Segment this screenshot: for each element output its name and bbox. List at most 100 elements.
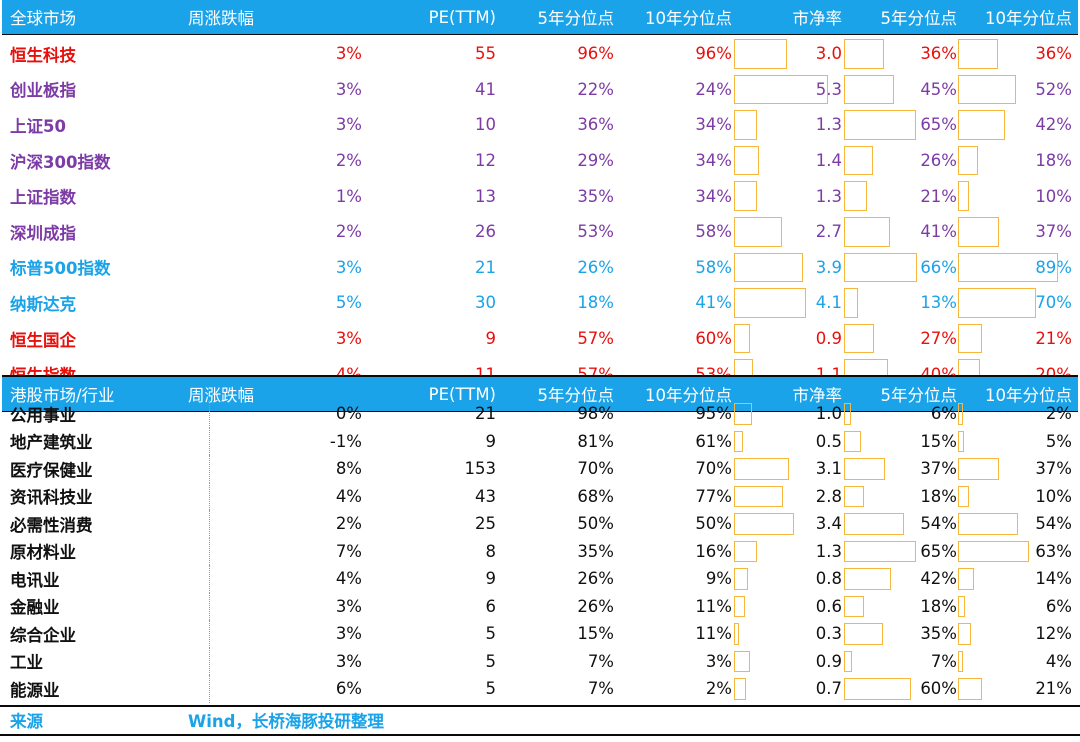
cell-weekly-change: 3% [335, 79, 362, 99]
cell-name: 公用事业 [10, 405, 76, 425]
cell-pb-5y-percentile: 65% [920, 541, 957, 561]
cell-pb-10y-percentile: 2% [1045, 404, 1072, 424]
header-pb-ratio: 市净率 [792, 386, 843, 405]
pb-bar [734, 252, 803, 283]
cell-pe-ttm: 6 [485, 596, 497, 616]
cell-weekly-change: 5% [335, 293, 362, 313]
cell-weekly-change: 3% [335, 115, 362, 135]
cell-pe-ttm: 153 [464, 459, 497, 479]
header-weekly-change: 周涨跌幅 [188, 9, 254, 28]
cell-pb-ratio: 3.0 [815, 44, 842, 64]
header-pe-ttm: PE(TTM) [428, 384, 496, 404]
pb-bar [734, 110, 757, 140]
cell-pb-5y-percentile: 37% [920, 459, 957, 479]
cell-pb-10y-percentile: 10% [1035, 486, 1072, 506]
cell-name: 沪深300指数 [10, 152, 111, 172]
cell-pe-10y-percentile: 34% [695, 186, 732, 206]
cell-weekly-change: 8% [335, 459, 362, 479]
cell-pe-ttm: 41 [475, 79, 496, 99]
pb5-bar [844, 217, 890, 247]
column-divider [209, 455, 211, 483]
table-row: 标普500指数 3% 21 26% 58% 3.9 66% 89% [2, 250, 1078, 286]
header-pb-10y-percentile: 10年分位点 [985, 9, 1072, 28]
cell-weekly-change: 4% [335, 569, 362, 589]
header-pe-10y-percentile: 10年分位点 [645, 9, 732, 28]
cell-pb-10y-percentile: 37% [1035, 222, 1072, 242]
cell-pb-10y-percentile: 70% [1035, 293, 1072, 313]
table-row: 综合企业 3% 5 15% 11% 0.3 35% 12% [2, 620, 1078, 648]
cell-name: 地产建筑业 [10, 433, 93, 453]
cell-pe-ttm: 13 [475, 186, 496, 206]
pb-bar [734, 678, 746, 700]
cell-pe-5y-percentile: 22% [577, 79, 614, 99]
cell-pe-5y-percentile: 50% [577, 514, 614, 534]
table-row: 必需性消费 2% 25 50% 50% 3.4 54% 54% [2, 510, 1078, 538]
cell-pb-10y-percentile: 5% [1045, 431, 1072, 451]
pb-bar [734, 403, 752, 425]
header-pb-5y-percentile: 5年分位点 [880, 386, 958, 405]
cell-pe-5y-percentile: 81% [577, 431, 614, 451]
cell-pb-10y-percentile: 89% [1035, 257, 1072, 277]
cell-pe-ttm: 25 [475, 514, 496, 534]
pb-bar [734, 217, 782, 247]
cell-pb-5y-percentile: 66% [920, 257, 957, 277]
cell-pe-10y-percentile: 9% [705, 569, 732, 589]
cell-pe-ttm: 30 [475, 293, 496, 313]
cell-pb-ratio: 3.1 [815, 459, 842, 479]
cell-weekly-change: 3% [335, 44, 362, 64]
cell-pb-5y-percentile: 21% [920, 186, 957, 206]
header-pe-5y-percentile: 5年分位点 [537, 386, 615, 405]
pb-bar [734, 650, 750, 672]
cell-weekly-change: 2% [335, 151, 362, 171]
cell-weekly-change: 0% [335, 404, 362, 424]
cell-pb-10y-percentile: 37% [1035, 459, 1072, 479]
cell-pb-ratio: 0.7 [815, 679, 842, 699]
cell-pe-10y-percentile: 11% [695, 596, 732, 616]
pb5-bar [844, 678, 911, 700]
cell-pe-ttm: 21 [475, 257, 496, 277]
cell-pe-10y-percentile: 61% [695, 431, 732, 451]
cell-pe-ttm: 43 [475, 486, 496, 506]
cell-name: 深圳成指 [10, 223, 76, 243]
cell-weekly-change: -1% [329, 431, 362, 451]
cell-pe-5y-percentile: 96% [577, 44, 614, 64]
cell-weekly-change: 3% [335, 624, 362, 644]
cell-pe-ttm: 10 [475, 115, 496, 135]
cell-pb-10y-percentile: 18% [1035, 151, 1072, 171]
cell-pe-5y-percentile: 7% [587, 651, 614, 671]
cell-name: 工业 [10, 653, 43, 673]
pb10-bar [958, 323, 982, 354]
cell-pb-5y-percentile: 6% [930, 404, 957, 424]
column-divider [209, 675, 211, 703]
pb-bar [734, 568, 748, 590]
cell-pe-10y-percentile: 95% [695, 404, 732, 424]
source-footer: 来源 Wind，长桥海豚投研整理 [2, 707, 1078, 733]
cell-pe-ttm: 9 [485, 569, 497, 589]
cell-pe-10y-percentile: 77% [695, 486, 732, 506]
cell-pb-5y-percentile: 18% [920, 486, 957, 506]
cell-pe-5y-percentile: 29% [577, 151, 614, 171]
pb10-bar [958, 623, 971, 645]
table-row: 金融业 3% 6 26% 11% 0.6 18% 6% [2, 592, 1078, 620]
cell-pb-5y-percentile: 36% [920, 44, 957, 64]
pb-bar [734, 458, 789, 480]
cell-weekly-change: 3% [335, 257, 362, 277]
pb10-bar [958, 217, 999, 247]
pb10-bar [958, 145, 978, 176]
header-name: 全球市场 [10, 9, 76, 28]
header-pb-10y-percentile: 10年分位点 [985, 386, 1072, 405]
pb10-bar [958, 568, 974, 590]
pb10-bar [958, 678, 982, 700]
column-divider [209, 620, 211, 648]
cell-pb-10y-percentile: 54% [1035, 514, 1072, 534]
cell-pb-10y-percentile: 14% [1035, 569, 1072, 589]
column-divider [209, 482, 211, 510]
cell-pb-ratio: 1.4 [815, 151, 842, 171]
cell-pe-5y-percentile: 15% [577, 624, 614, 644]
cell-pe-ttm: 26 [475, 222, 496, 242]
pb10-bar [958, 74, 1016, 105]
source-label: 来源 [10, 712, 43, 731]
cell-name: 纳斯达克 [10, 294, 76, 314]
cell-pe-5y-percentile: 70% [577, 459, 614, 479]
cell-pb-ratio: 1.0 [815, 404, 842, 424]
